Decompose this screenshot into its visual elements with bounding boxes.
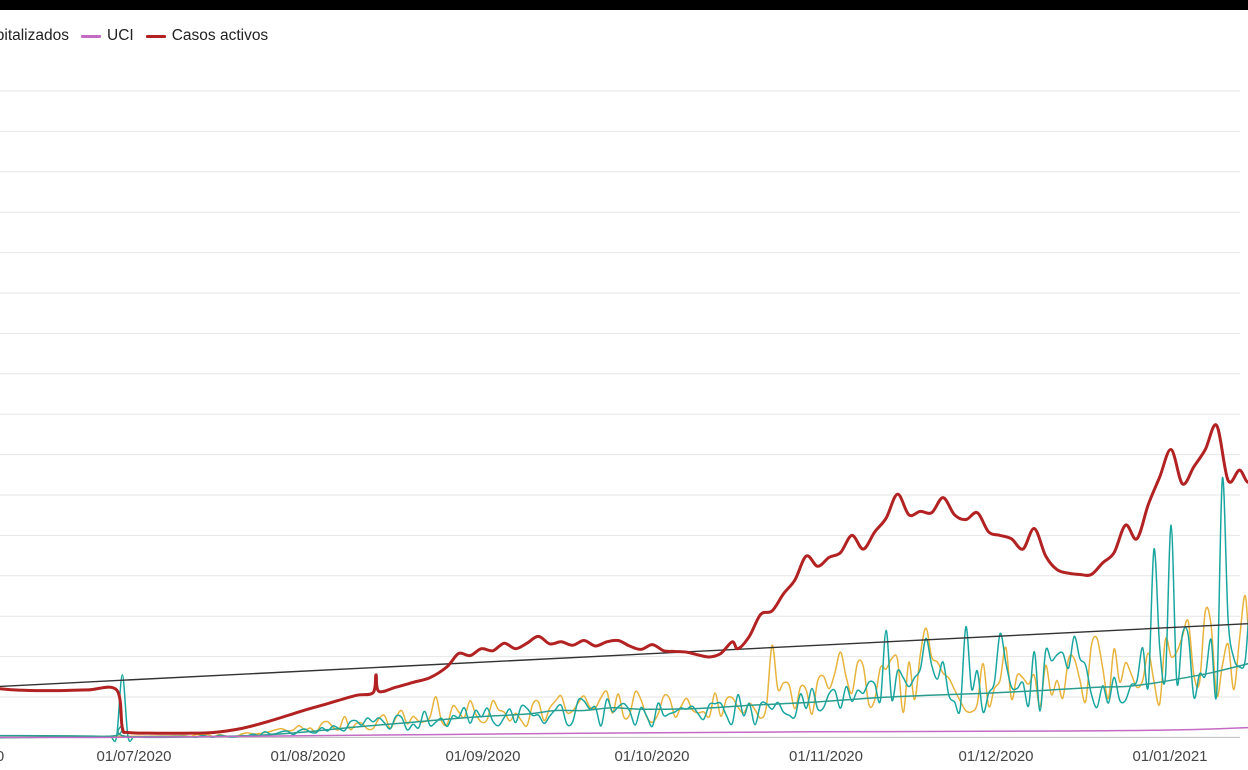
chart-legend: spitalizados UCI Casos activos [0,26,280,46]
legend-item-spitalizados[interactable]: spitalizados [0,27,69,45]
x-tick-label: 01/10/2020 [614,748,689,765]
series-line-tendencia [0,622,1248,688]
x-tick-label: 01/09/2020 [445,748,520,765]
legend-item-uci[interactable]: UCI [81,27,134,45]
legend-label: Casos activos [171,27,269,44]
legend-label: UCI [107,27,134,44]
legend-item-casos-activos[interactable]: Casos activos [145,27,269,45]
series-line-uci [0,726,1248,739]
x-tick-label: 01/11/2020 [789,748,863,765]
series-line-altas [0,477,1248,743]
x-tick-label: 01/12/2020 [958,748,1033,765]
top-black-bar [0,0,1248,10]
grid-lines [0,90,1240,738]
x-tick-label: 01/08/2020 [270,748,345,765]
x-tick-label: 01/07/2020 [96,748,171,765]
series-line-nuevos-casos [0,594,1248,739]
x-tick-label: 0 [0,748,4,765]
series-lines [0,423,1248,743]
x-axis-ticks: 0 01/07/2020 01/08/2020 01/09/2020 01/10/202… [0,748,1208,765]
legend-label: spitalizados [0,27,69,44]
series-line-casos-activos [0,423,1248,735]
legend-swatch [145,34,166,38]
x-tick-label: 01/01/2021 [1132,748,1207,765]
legend-swatch [81,34,101,38]
